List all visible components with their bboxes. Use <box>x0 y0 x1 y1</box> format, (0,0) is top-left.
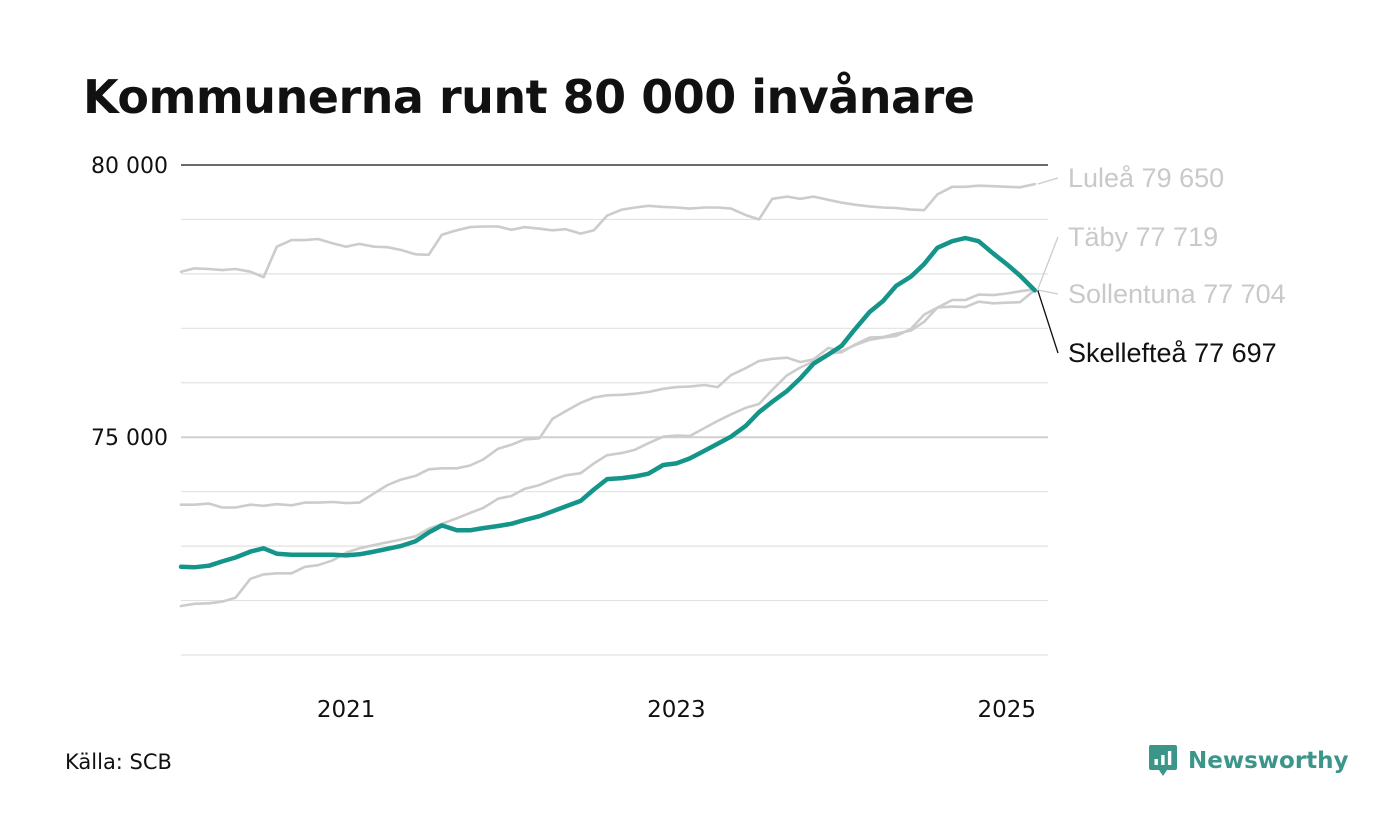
x-tick-label: 2023 <box>647 697 706 723</box>
x-tick-label: 2025 <box>977 697 1036 723</box>
series-line-täby <box>179 287 1037 608</box>
grid-lines <box>181 164 1048 656</box>
y-axis-tick-labels: 80 000 75 000 <box>91 154 168 451</box>
series-end-label: Sollentuna 77 704 <box>1068 279 1286 309</box>
series-line-sollentuna <box>179 288 1037 509</box>
series-end-label: Täby 77 719 <box>1068 222 1218 252</box>
series-lines <box>178 182 1038 608</box>
x-axis-tick-labels: 2021 2023 2025 <box>317 697 1036 723</box>
leader-line <box>1037 177 1059 185</box>
series-line-skellefteå <box>178 235 1038 570</box>
brand-logo[interactable]: Newsworthy <box>1148 744 1349 778</box>
leader-line <box>1037 290 1059 354</box>
chart-title: Kommunerna runt 80 000 invånare <box>83 70 975 124</box>
brand-name: Newsworthy <box>1188 748 1349 774</box>
source-note: Källa: SCB <box>65 750 172 774</box>
leader-line <box>1037 236 1059 290</box>
x-tick-label: 2021 <box>317 697 376 723</box>
series-line-luleå <box>179 182 1037 279</box>
series-end-labels: Luleå 79 650 Täby 77 719 Sollentuna 77 704… <box>1037 163 1286 368</box>
leader-line <box>1037 289 1059 295</box>
y-tick-label: 80 000 <box>91 154 168 179</box>
newsworthy-logo-icon <box>1149 745 1177 776</box>
y-tick-label: 75 000 <box>91 426 168 451</box>
series-end-label: Skellefteå 77 697 <box>1068 338 1277 368</box>
series-end-label: Luleå 79 650 <box>1068 163 1224 193</box>
